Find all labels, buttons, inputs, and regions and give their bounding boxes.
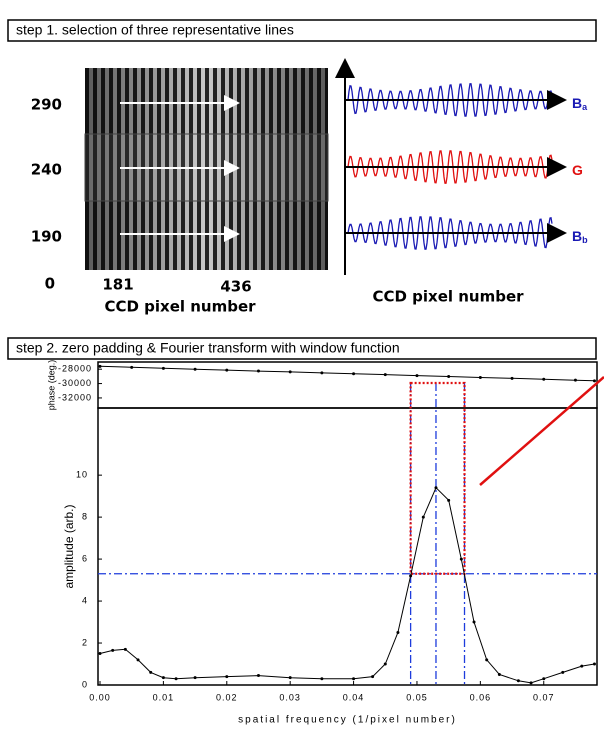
signals: Ba G Bb	[345, 83, 588, 250]
signal-label: G	[572, 162, 583, 178]
data-point	[320, 371, 324, 375]
y-tick-label: 2	[82, 637, 88, 647]
data-point	[383, 662, 387, 666]
data-point	[225, 368, 229, 372]
row-label: 0	[45, 275, 55, 293]
y-axis-label: phase (deg.)	[46, 360, 56, 411]
data-point	[256, 369, 260, 373]
x-tick-label: 0.04	[343, 692, 365, 702]
data-point	[136, 658, 140, 662]
signal-label-main: B	[572, 95, 582, 111]
window	[409, 381, 466, 575]
data-point	[478, 375, 482, 379]
data-point	[123, 647, 127, 651]
data-point	[161, 366, 165, 370]
data-point	[421, 515, 425, 519]
data-point	[592, 662, 596, 666]
y-tick-label: -32000	[58, 392, 92, 402]
data-point	[371, 675, 375, 679]
signal-label-sub: a	[582, 102, 588, 112]
y-tick-label: -28000	[58, 364, 92, 374]
data-point	[447, 375, 451, 379]
row-label: 290	[31, 96, 62, 114]
data-point	[174, 677, 178, 681]
signal-label-sub: b	[582, 235, 588, 245]
x-tick-label: 0.07	[533, 692, 555, 702]
data-point	[542, 677, 546, 681]
y-tick-label: 4	[82, 595, 88, 605]
data-point	[447, 498, 451, 502]
column-label: 181	[102, 276, 133, 294]
data-point	[573, 378, 577, 382]
data-point	[98, 364, 102, 368]
data-point	[256, 674, 260, 678]
signal-axis-label: CCD pixel number	[372, 288, 524, 306]
x-tick-label: 0.05	[406, 692, 428, 702]
image-axis-label: CCD pixel number	[104, 298, 256, 316]
data-point	[225, 675, 229, 679]
data-line	[99, 365, 595, 382]
x-tick-label: 0.00	[89, 692, 111, 702]
data-point	[111, 648, 115, 652]
data-point	[497, 673, 501, 677]
column-label: 436	[220, 278, 251, 296]
data-point	[320, 677, 324, 681]
x-tick-label: 0.06	[470, 692, 492, 702]
data-point	[352, 372, 356, 376]
signal-label-main: B	[572, 228, 582, 244]
y-tick-label: 10	[76, 470, 88, 480]
signal-label: Ba	[572, 95, 588, 113]
data-point	[472, 620, 476, 624]
signal-label: Bb	[572, 228, 588, 246]
y-tick-label: -30000	[58, 378, 92, 388]
x-axis-label: spatial frequency (1/pixel number)	[238, 715, 457, 726]
data-point	[352, 677, 356, 681]
data-point	[193, 676, 197, 680]
data-point	[396, 631, 400, 635]
data-point	[149, 670, 153, 674]
y-tick-label: 0	[82, 679, 88, 689]
data-point	[130, 365, 134, 369]
step1-header: step 1. selection of three representativ…	[16, 22, 294, 38]
row-label: 240	[31, 161, 62, 179]
plot-frame	[97, 407, 598, 686]
data-point	[193, 367, 197, 371]
data-point	[409, 574, 413, 578]
data-point	[510, 376, 514, 380]
step2-header: step 2. zero padding & Fourier transform…	[16, 340, 400, 356]
data-point	[542, 377, 546, 381]
header-box	[7, 337, 597, 360]
row-label: 190	[31, 228, 62, 246]
data-point	[529, 681, 533, 685]
x-tick-label: 0.02	[216, 692, 238, 702]
data-point	[288, 370, 292, 374]
data-point	[592, 379, 596, 383]
pointer-line	[479, 376, 604, 486]
x-tick-label: 0.01	[153, 692, 175, 702]
data-point	[161, 676, 165, 680]
data-point	[288, 676, 292, 680]
signal-label-main: G	[572, 162, 583, 178]
data-point	[459, 557, 463, 561]
data-point	[580, 664, 584, 668]
data-point	[434, 486, 438, 490]
data-point	[516, 679, 520, 683]
data-point	[415, 374, 419, 378]
data-point	[561, 670, 565, 674]
data-point	[98, 652, 102, 656]
x-tick-label: 0.03	[279, 692, 301, 702]
y-tick-label: 6	[82, 553, 88, 563]
y-tick-label: 8	[82, 511, 88, 521]
header-box	[7, 19, 597, 42]
y-axis-label: amplitude (arb.)	[62, 504, 76, 588]
data-point	[485, 658, 489, 662]
data-line	[99, 486, 595, 684]
data-point	[383, 373, 387, 377]
